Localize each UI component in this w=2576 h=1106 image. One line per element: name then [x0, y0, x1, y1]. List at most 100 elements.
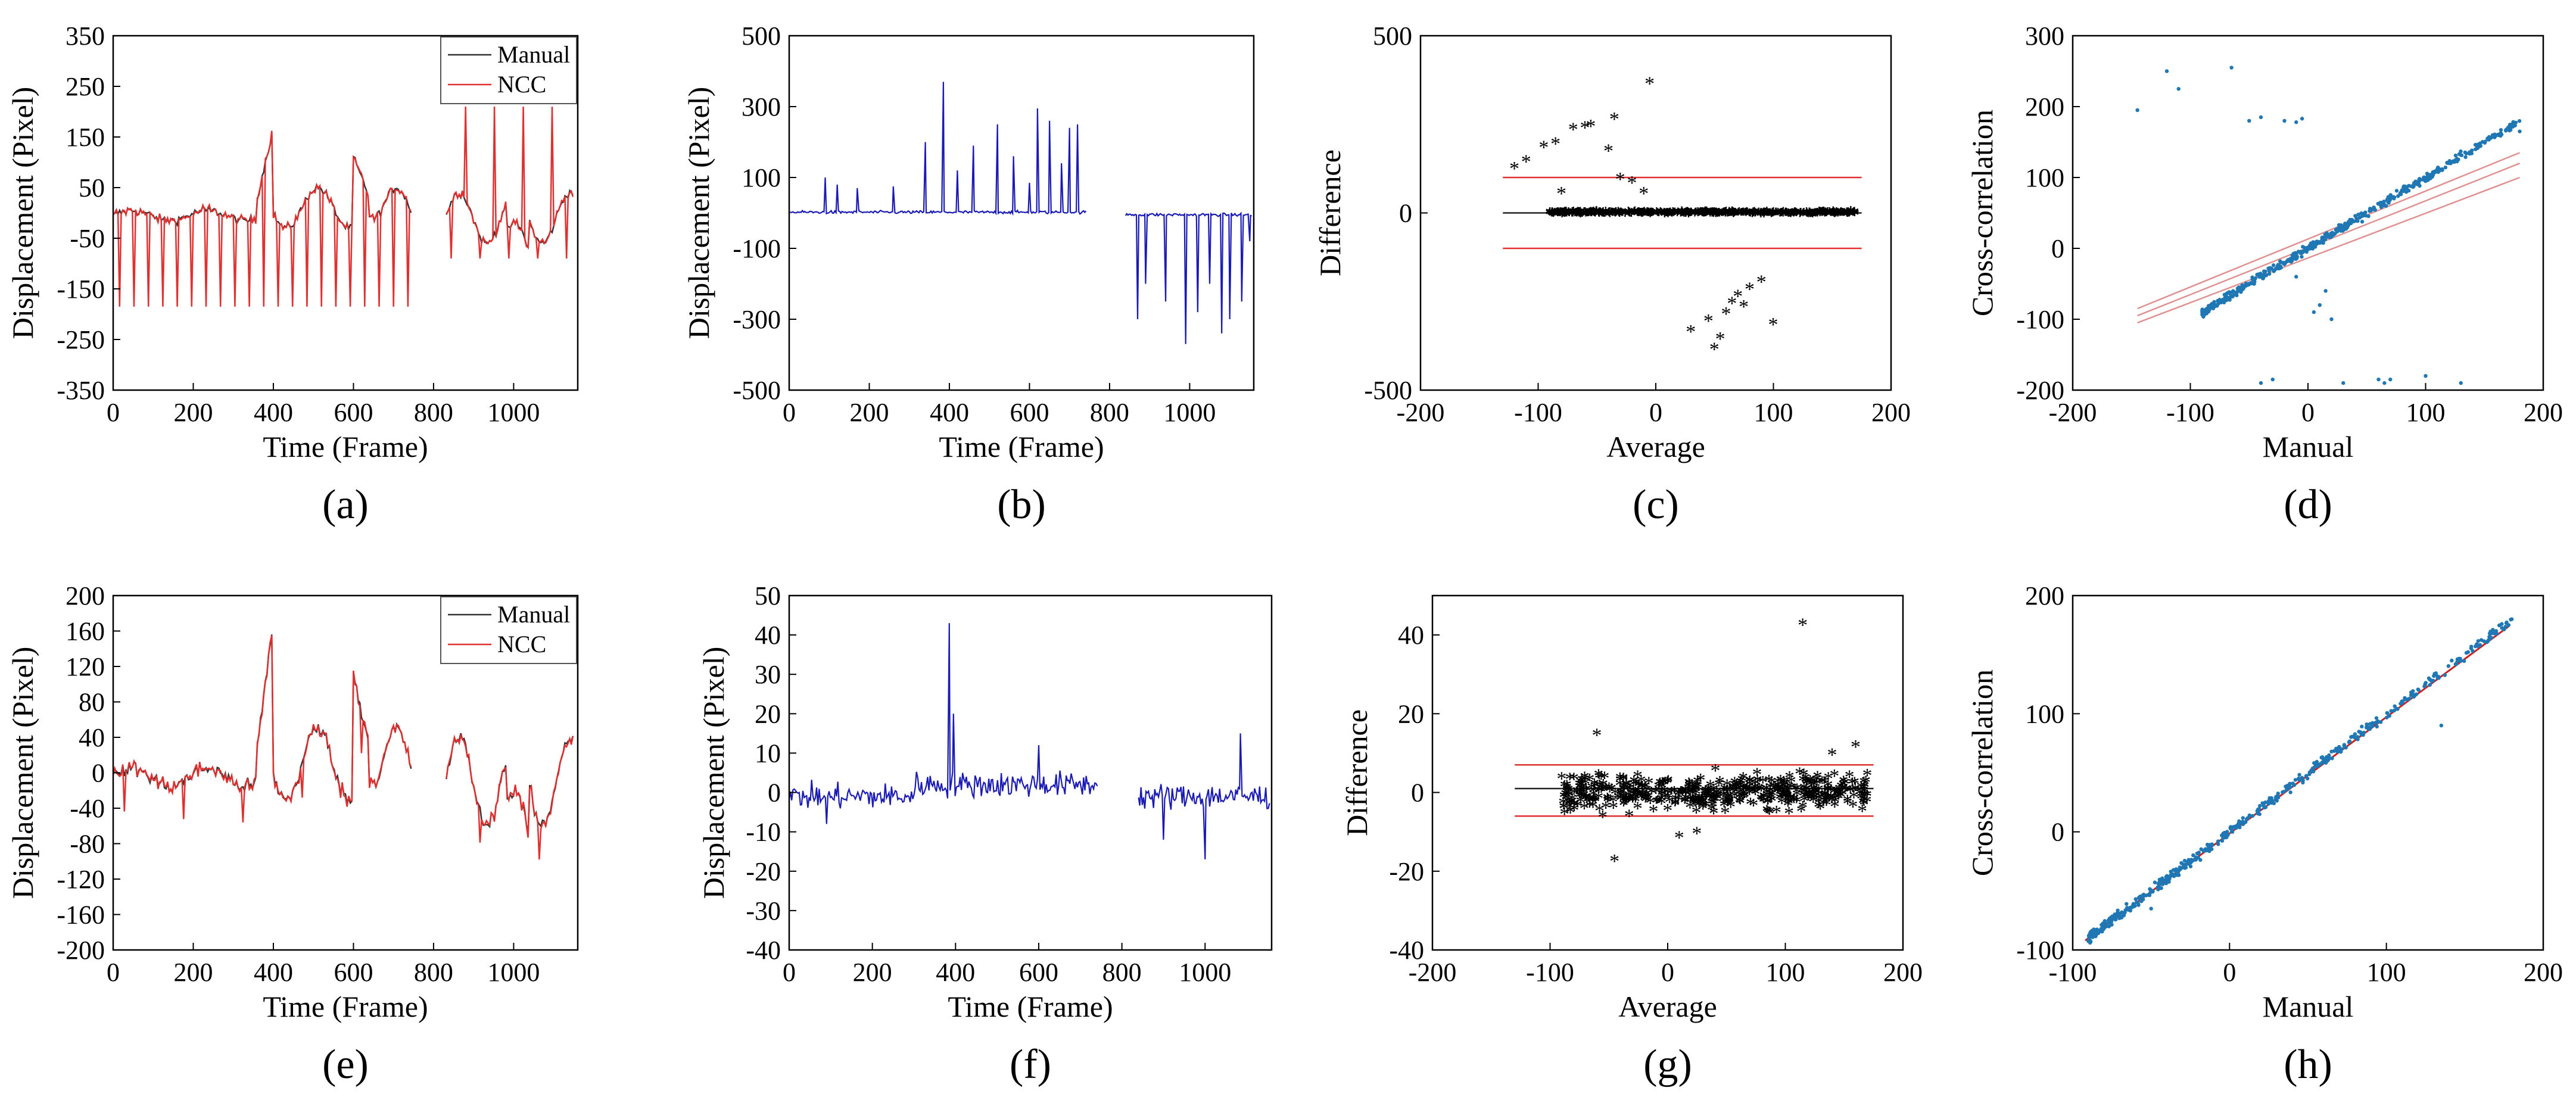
- scatter-point: [2412, 694, 2416, 699]
- scatter-point: *: [1801, 773, 1811, 795]
- scatter-point: *: [1559, 205, 1569, 227]
- scatter-point: *: [1569, 800, 1580, 822]
- scatter-point: *: [1755, 205, 1765, 227]
- scatter-point: [2385, 197, 2390, 202]
- scatter-point: [2446, 664, 2451, 668]
- scatter-point: *: [1859, 778, 1869, 800]
- scatter-point: *: [1643, 204, 1653, 226]
- scatter-point: *: [1727, 204, 1737, 226]
- scatter-point: *: [1710, 791, 1720, 813]
- scatter-point: *: [1668, 204, 1678, 226]
- x-tick-label: -100: [1514, 398, 1562, 427]
- legend-label: Manual: [497, 41, 570, 68]
- scatter-point: *: [1792, 779, 1802, 801]
- scatter-point: *: [1689, 790, 1699, 812]
- scatter-point: *: [1569, 796, 1579, 818]
- scatter-point: *: [1621, 775, 1631, 797]
- scatter-point: *: [1711, 205, 1721, 227]
- scatter-point: *: [1831, 203, 1842, 225]
- scatter-point: *: [1729, 786, 1739, 808]
- scatter-point: *: [1779, 774, 1789, 796]
- scatter-point: *: [1824, 790, 1834, 812]
- scatter-point: *: [1558, 204, 1568, 226]
- scatter-point: *: [1781, 782, 1791, 804]
- scatter-point: [2459, 152, 2463, 157]
- scatter-point: *: [1824, 203, 1834, 225]
- scatter-point: *: [1691, 802, 1701, 824]
- scatter-point: *: [1733, 204, 1743, 226]
- scatter-point: *: [1603, 791, 1613, 813]
- scatter-point: *: [1594, 768, 1604, 790]
- y-tick-label: 40: [79, 723, 105, 752]
- scatter-point: *: [1745, 775, 1755, 797]
- scatter-point: *: [1827, 744, 1837, 766]
- scatter-point: [2369, 207, 2373, 211]
- scatter-point: *: [1576, 205, 1586, 227]
- scatter-point: *: [1553, 204, 1563, 226]
- scatter-point: *: [1729, 204, 1739, 226]
- scatter-point: *: [1718, 781, 1728, 803]
- scatter-point: *: [1683, 203, 1693, 225]
- x-axis-label: Time (Frame): [939, 430, 1104, 463]
- scatter-point: [2329, 749, 2334, 754]
- scatter-point: *: [1818, 204, 1829, 226]
- scatter-point: *: [1594, 781, 1604, 803]
- scatter-point: [2439, 723, 2444, 728]
- scatter-point: *: [1610, 205, 1620, 227]
- scatter-point: [2462, 659, 2466, 663]
- scatter-point: *: [1740, 787, 1750, 809]
- scatter-point: *: [1820, 787, 1830, 809]
- scatter-point: *: [1786, 789, 1796, 811]
- scatter-point: *: [1702, 202, 1712, 225]
- scatter-point: *: [1660, 787, 1670, 809]
- scatter-point: *: [1738, 784, 1748, 806]
- scatter-point: *: [1684, 204, 1695, 226]
- scatter-point: *: [1686, 321, 1696, 343]
- scatter-point: *: [1562, 780, 1572, 802]
- y-tick-label: 10: [755, 739, 781, 768]
- scatter-point: [2464, 650, 2469, 655]
- scatter-point: *: [1710, 204, 1720, 226]
- x-tick-label: 200: [2524, 958, 2563, 987]
- scatter-point: *: [1675, 784, 1685, 806]
- scatter-point: [2411, 185, 2415, 189]
- scatter-point: *: [1633, 798, 1643, 820]
- scatter-point: *: [1605, 781, 1615, 803]
- scatter-point: *: [1715, 772, 1725, 794]
- scatter-point: *: [1616, 204, 1627, 226]
- scatter-point: *: [1615, 771, 1625, 793]
- scatter-point: *: [1552, 204, 1562, 226]
- scatter-point: [2382, 202, 2387, 207]
- scatter-point: *: [1714, 786, 1724, 808]
- scatter-point: *: [1661, 205, 1671, 227]
- panel-caption: (d): [2284, 482, 2332, 528]
- scatter-point: *: [1585, 769, 1595, 792]
- series-manual-line: [113, 132, 574, 250]
- scatter-point: *: [1795, 205, 1805, 228]
- scatter-point: *: [1574, 203, 1584, 225]
- scatter-point: *: [1781, 783, 1791, 805]
- y-tick-label: -100: [733, 234, 781, 263]
- scatter-point: *: [1809, 775, 1819, 797]
- scatter-point: *: [1805, 784, 1815, 806]
- scatter-point: [2294, 120, 2298, 124]
- scatter-point: *: [1624, 205, 1634, 227]
- scatter-point: *: [1809, 787, 1820, 809]
- scatter-point: [2430, 175, 2434, 179]
- scatter-point: *: [1836, 203, 1846, 225]
- scatter-point: *: [1742, 778, 1752, 800]
- scatter-point: *: [1572, 783, 1583, 805]
- scatter-point: *: [1560, 203, 1570, 225]
- scatter-point: *: [1625, 204, 1635, 226]
- scatter-point: *: [1859, 777, 1870, 799]
- scatter-point: *: [1725, 204, 1736, 226]
- scatter-point: *: [1631, 786, 1641, 808]
- scatter-point: *: [1734, 203, 1744, 225]
- scatter-point: *: [1727, 202, 1737, 225]
- y-tick-label: -100: [2016, 305, 2064, 334]
- scatter-point: *: [1728, 204, 1739, 226]
- scatter-point: *: [1616, 783, 1627, 805]
- plot-area-g: ** **** *** ******** ** ***** ** ** ***** *** *** *…: [1515, 614, 1874, 873]
- scatter-point: [2133, 897, 2138, 901]
- scatter-point: *: [1653, 777, 1664, 799]
